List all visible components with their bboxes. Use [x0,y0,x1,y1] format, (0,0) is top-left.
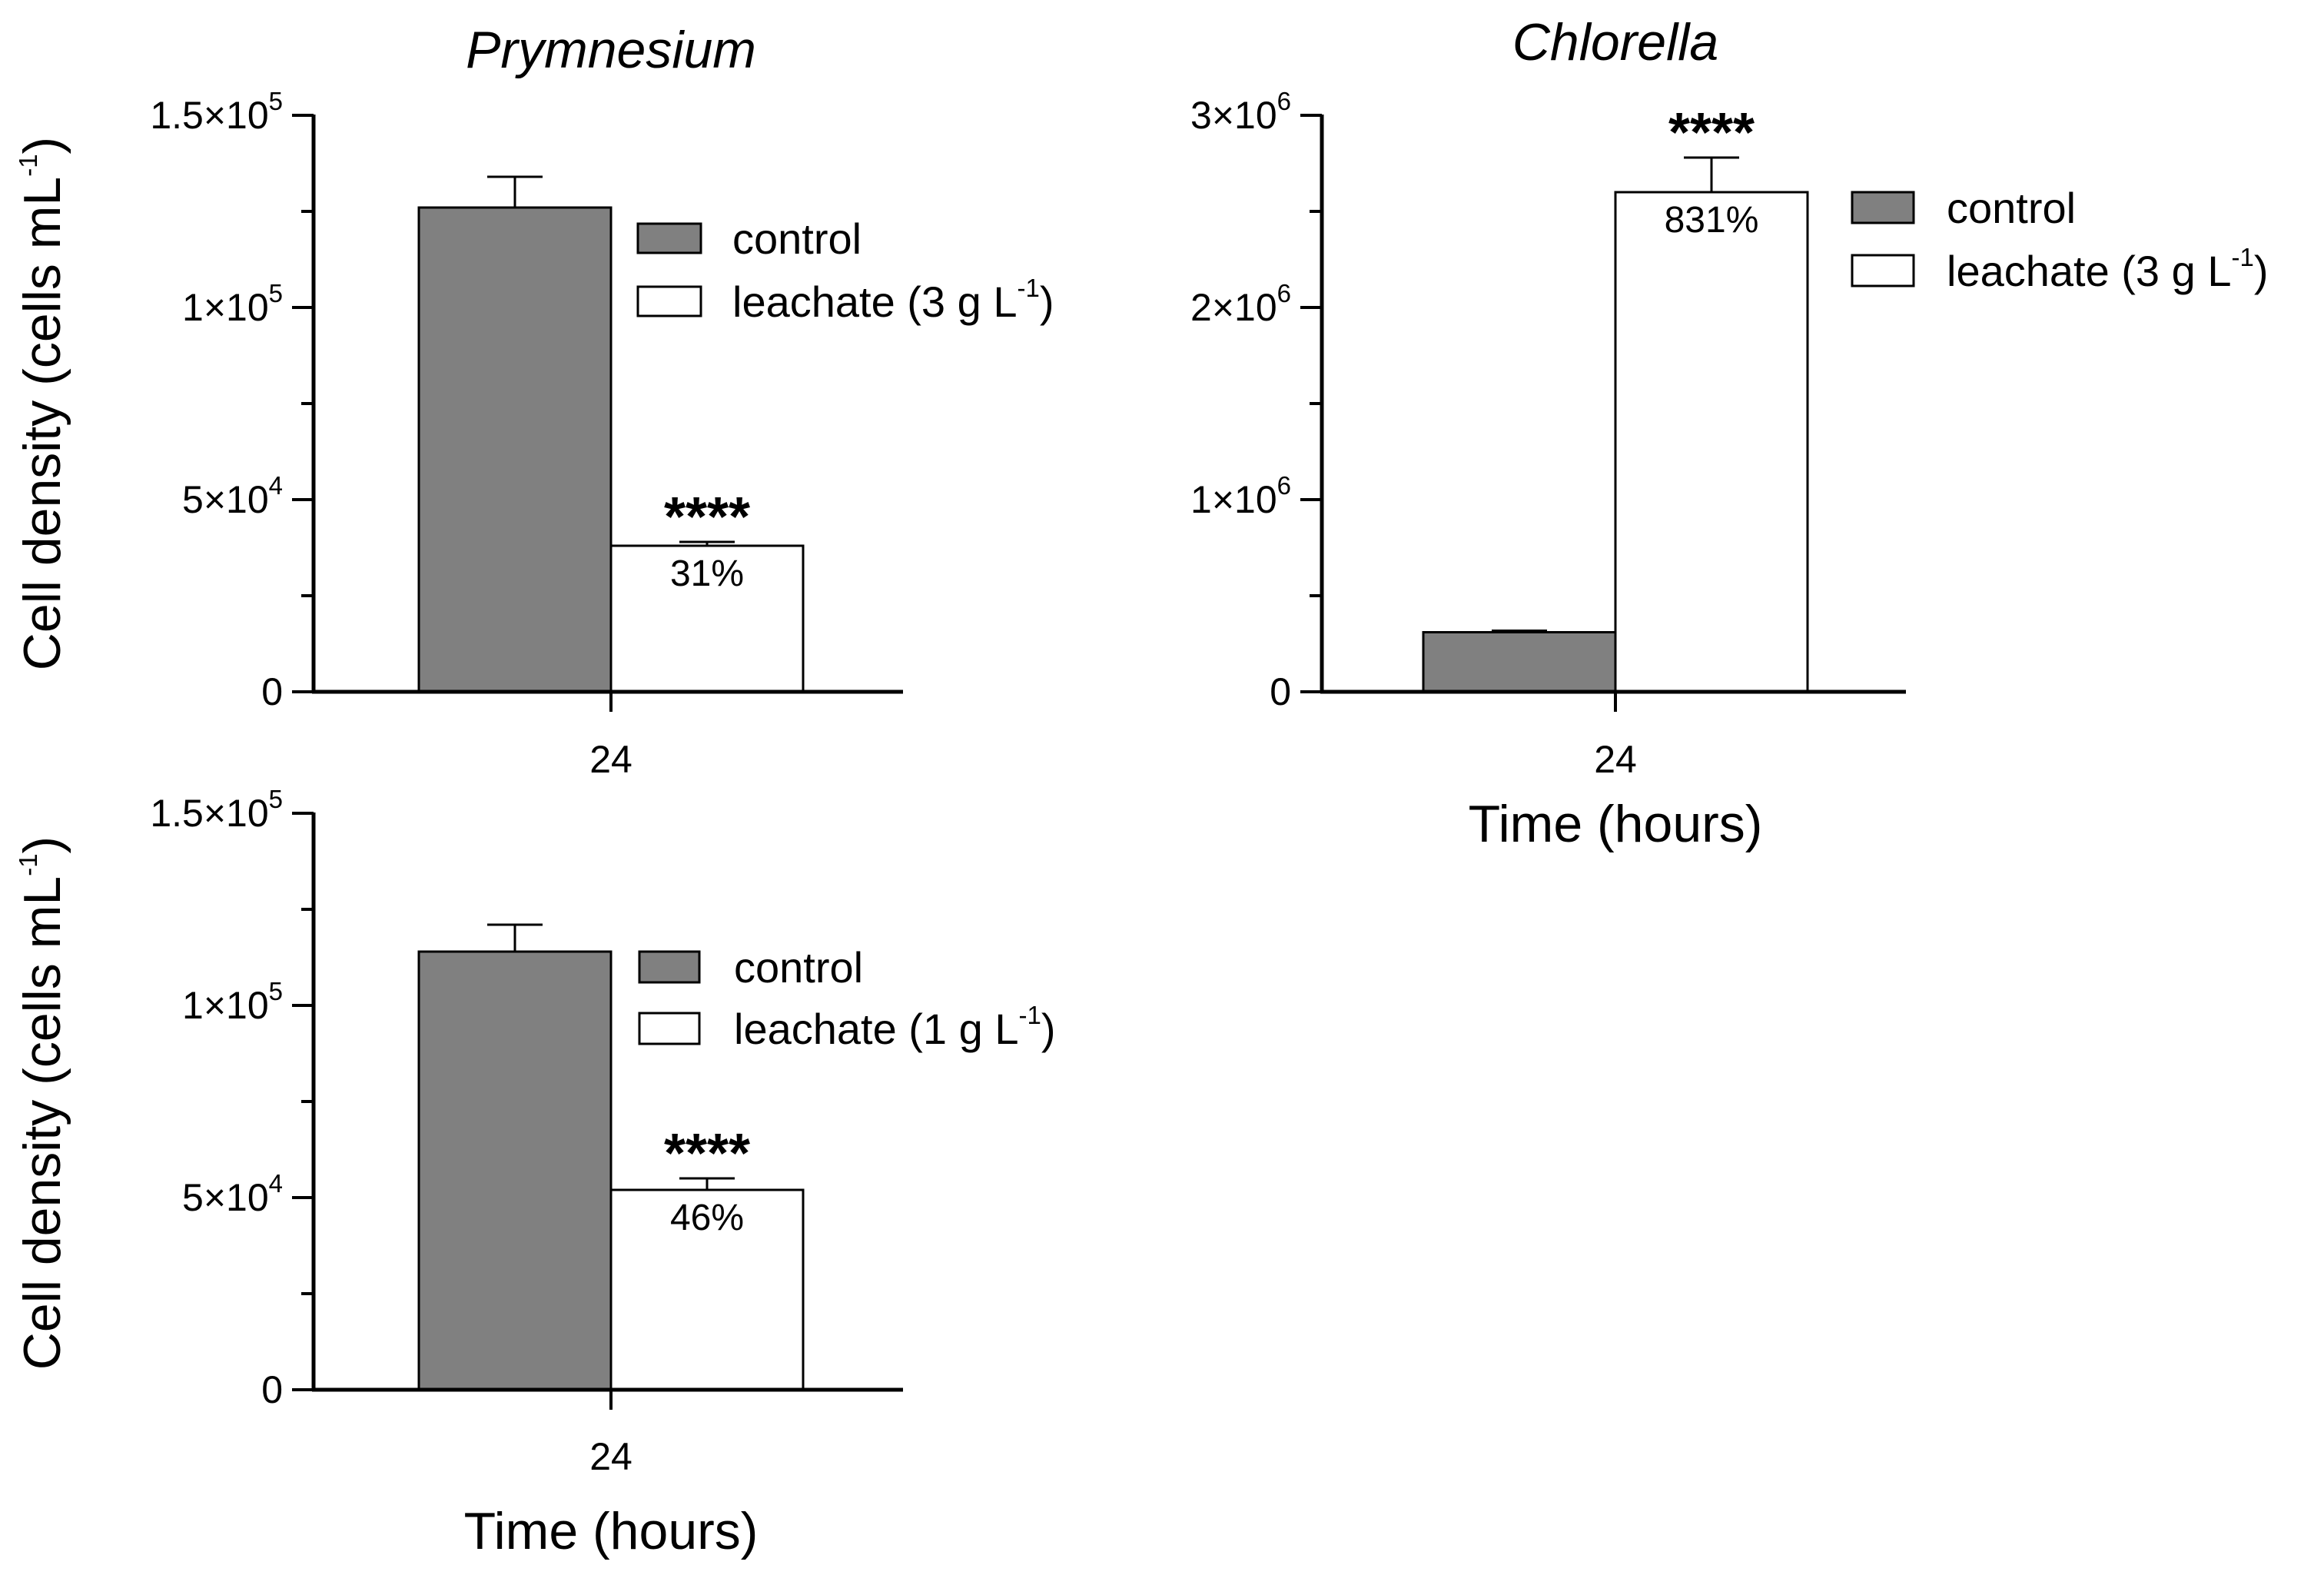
x-tick-label: 24 [1594,738,1637,781]
y-axis-label-close: ) [13,137,71,155]
chart-title: Chlorella [1512,13,1718,71]
tick-exponent: 5 [269,87,283,115]
legend-label-main: control [732,214,862,263]
legend-label: control [1947,184,2076,232]
y-axis-label: Cell density (cells mL-1) [13,836,71,1370]
tick-mantissa: 1×10 [182,286,269,329]
y-axis-label-exponent: -1 [14,154,42,176]
significance-marker: **** [1668,102,1755,164]
y-tick-label: 5×104 [182,471,283,521]
legend-label-main: control [734,943,863,992]
bar-percent-label: 46% [670,1198,744,1238]
tick-exponent: 6 [1277,279,1291,307]
tick-exponent: 5 [269,279,283,307]
legend-swatch [638,950,701,984]
tick-mantissa: 0 [261,670,283,713]
tick-exponent: 5 [269,977,283,1005]
tick-exponent: 5 [269,785,283,813]
tick-mantissa: 5×10 [182,478,269,521]
legend-swatch [1851,191,1915,224]
y-axis-label: Cell density (cells mL-1) [13,137,71,670]
tick-mantissa: 2×10 [1190,286,1277,329]
x-tick-label: 24 [589,1435,632,1478]
x-tick-label: 24 [589,738,632,781]
legend-label: control [734,943,863,992]
legend-label: leachate (3 g L-1) [732,274,1054,326]
bar-leachate-3-g-l-1- [1614,191,1809,693]
significance-marker: **** [664,487,750,548]
legend-swatch [636,222,702,254]
tick-exponent: 4 [269,471,283,500]
y-tick-label: 0 [261,1368,283,1411]
chart-panel-2: Chlorella****831%01×1062×1063×10624Time … [1190,13,2268,853]
legend-label-main: leachate (3 g L [732,277,1017,326]
y-tick-label: 1×106 [1190,471,1291,521]
legend-label-close: ) [2254,247,2269,295]
bar-control [1422,631,1617,693]
bar-control [417,206,613,693]
x-axis-label: Time (hours) [1469,795,1763,853]
tick-mantissa: 5×10 [182,1176,269,1219]
legend-swatch [636,285,702,317]
tick-mantissa: 1.5×10 [150,94,268,137]
tick-mantissa: 1×10 [182,984,269,1027]
legend-swatch [1851,254,1915,287]
bar-leachate-3-g-l-1- [609,544,805,693]
legend-label-close: ) [1041,1005,1056,1053]
y-tick-label: 5×104 [182,1169,283,1219]
tick-mantissa: 1×10 [1190,478,1277,521]
bar-percent-label: 31% [670,553,744,594]
y-axis-label-main: Cell density (cells mL [13,177,71,670]
legend-label-exponent: -1 [1017,274,1039,302]
legend-label-main: control [1947,184,2076,232]
y-tick-label: 1×105 [182,977,283,1027]
y-tick-label: 1.5×105 [150,87,283,137]
significance-marker: **** [664,1123,750,1185]
y-tick-label: 1.5×105 [150,785,283,835]
tick-exponent: 6 [1277,87,1291,115]
legend-label: leachate (1 g L-1) [734,1001,1055,1053]
y-tick-label: 1×105 [182,279,283,329]
legend-label-main: leachate (3 g L [1947,247,2231,295]
legend: control leachate (3 g L-1) [1851,184,2268,295]
legend-label-close: ) [1040,277,1054,326]
y-tick-label: 3×106 [1190,87,1291,137]
tick-mantissa: 0 [1270,670,1291,713]
tick-exponent: 6 [1277,471,1291,500]
y-axis-label-main: Cell density (cells mL [13,876,71,1370]
chart-title: Prymnesium [466,21,756,79]
tick-exponent: 4 [269,1169,283,1198]
y-tick-label: 2×106 [1190,279,1291,329]
legend-label-exponent: -1 [1018,1001,1041,1029]
tick-mantissa: 3×10 [1190,94,1277,137]
bar-control [417,950,613,1391]
legend-label: leachate (3 g L-1) [1947,243,2268,295]
tick-mantissa: 1.5×10 [150,792,268,835]
x-axis-label: Time (hours) [464,1502,759,1560]
legend-label: control [732,214,862,263]
legend: control leachate (1 g L-1) [638,943,1055,1053]
legend: control leachate (3 g L-1) [636,214,1054,326]
legend-label-exponent: -1 [2231,243,2253,271]
bar-percent-label: 831% [1665,200,1759,241]
y-axis-label-close: ) [13,836,71,854]
y-tick-label: 0 [1270,670,1291,713]
legend-swatch [638,1012,701,1045]
bar-leachate-1-g-l-1- [609,1188,805,1391]
tick-mantissa: 0 [261,1368,283,1411]
y-tick-label: 0 [261,670,283,713]
legend-label-main: leachate (1 g L [734,1005,1018,1053]
y-axis-label-exponent: -1 [14,853,42,876]
chart-panel-1: Prymnesium****31%05×1041×1051.5×10524Cel… [13,21,1054,781]
